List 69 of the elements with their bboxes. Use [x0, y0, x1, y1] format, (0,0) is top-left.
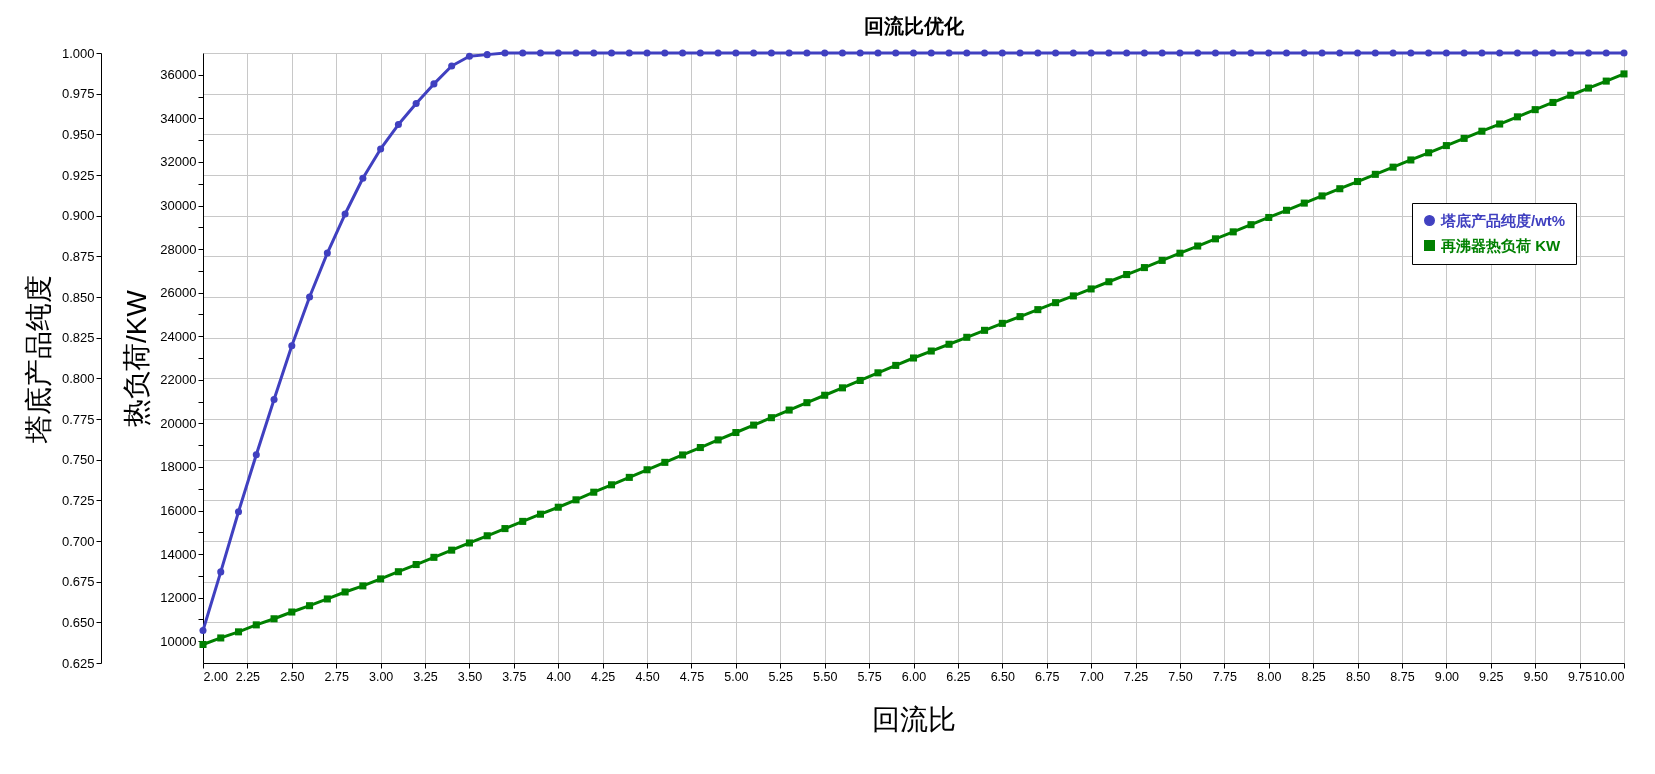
x-axis-title: 回流比 — [872, 704, 956, 735]
y-tick-label: 0.650 — [61, 614, 95, 630]
x-tick-label: 9.00 — [1434, 669, 1460, 684]
y2-tick-label: 26000 — [160, 285, 197, 301]
x-tick-label: 4.00 — [546, 669, 571, 684]
x-tick-label: 2.25 — [235, 669, 261, 684]
x-tick-label: 8.75 — [1390, 669, 1415, 684]
y-tick-label: 0.900 — [61, 208, 95, 224]
x-tick-label: 9.25 — [1479, 669, 1504, 684]
y2-tick-label: 14000 — [160, 546, 197, 562]
y2-tick-label: 34000 — [160, 110, 197, 126]
y-tick-label: 0.700 — [61, 533, 95, 549]
x-tick-label: 3.25 — [413, 669, 438, 684]
x-tick-label: 8.25 — [1301, 669, 1326, 684]
x-tick-label: 2.75 — [324, 669, 349, 684]
y2-axis-title: 热负荷/KW — [121, 289, 153, 427]
x-tick-label: 6.00 — [901, 669, 927, 684]
chart-title: 回流比优化 — [863, 15, 965, 37]
x-tick-label: 7.75 — [1212, 669, 1238, 684]
x-tick-label: 5.50 — [813, 669, 838, 684]
y-tick-label: 0.800 — [61, 370, 95, 386]
y2-tick-label: 20000 — [160, 415, 197, 431]
x-tick-label: 2.00 — [203, 669, 228, 684]
y2-tick-label: 28000 — [160, 241, 197, 257]
x-tick-label: 3.75 — [502, 669, 527, 684]
y2-tick-label: 32000 — [160, 154, 197, 170]
legend-label: 再沸器热负荷 KW — [1440, 236, 1561, 254]
y-tick-label: 1.000 — [61, 45, 95, 61]
x-tick-label: 4.75 — [679, 669, 705, 684]
x-tick-label: 5.75 — [857, 669, 882, 684]
y2-tick-label: 30000 — [160, 198, 197, 213]
x-tick-label: 3.50 — [457, 669, 483, 684]
x-tick-label: 6.25 — [946, 669, 971, 684]
y-tick-label: 0.725 — [61, 492, 95, 508]
y2-tick-label: 36000 — [160, 67, 197, 83]
y-tick-label: 0.750 — [61, 452, 95, 468]
y-tick-label: 0.950 — [61, 126, 95, 142]
x-tick-label: 6.50 — [990, 669, 1016, 684]
x-tick-label: 10.00 — [1593, 669, 1625, 684]
y-axis-title: 塔底产品纯度 — [22, 274, 54, 444]
legend-label: 塔底产品纯度/wt% — [1440, 211, 1566, 229]
x-tick-label: 8.50 — [1345, 669, 1371, 684]
x-tick-label: 3.00 — [368, 669, 394, 684]
x-tick-label: 7.50 — [1168, 669, 1193, 684]
x-tick-label: 5.00 — [724, 669, 749, 684]
x-tick-label: 7.25 — [1123, 669, 1149, 684]
y-tick-label: 0.850 — [61, 289, 95, 305]
y-tick-label: 0.625 — [61, 655, 95, 671]
y-tick-label: 0.675 — [61, 574, 95, 590]
x-tick-label: 9.75 — [1567, 669, 1593, 684]
y2-tick-label: 22000 — [160, 372, 197, 388]
y-tick-label: 0.825 — [61, 330, 95, 346]
y-tick-label: 0.775 — [61, 411, 95, 427]
x-tick-label: 4.50 — [635, 669, 660, 684]
y-tick-label: 0.875 — [61, 248, 95, 264]
x-tick-label: 9.50 — [1523, 669, 1548, 684]
x-tick-label: 4.25 — [590, 669, 616, 684]
y2-tick-label: 24000 — [160, 328, 197, 344]
x-tick-label: 8.00 — [1257, 669, 1282, 684]
x-tick-label: 5.25 — [768, 669, 793, 684]
x-tick-label: 7.00 — [1079, 669, 1104, 684]
y2-tick-label: 10000 — [160, 633, 197, 649]
y2-tick-label: 18000 — [160, 459, 197, 475]
y2-tick-label: 16000 — [160, 503, 197, 518]
y2-tick-label: 12000 — [160, 590, 197, 606]
y-tick-label: 0.925 — [61, 167, 95, 183]
y-tick-label: 0.975 — [61, 86, 95, 102]
x-tick-label: 2.50 — [280, 669, 305, 684]
x-tick-label: 6.75 — [1035, 669, 1060, 684]
